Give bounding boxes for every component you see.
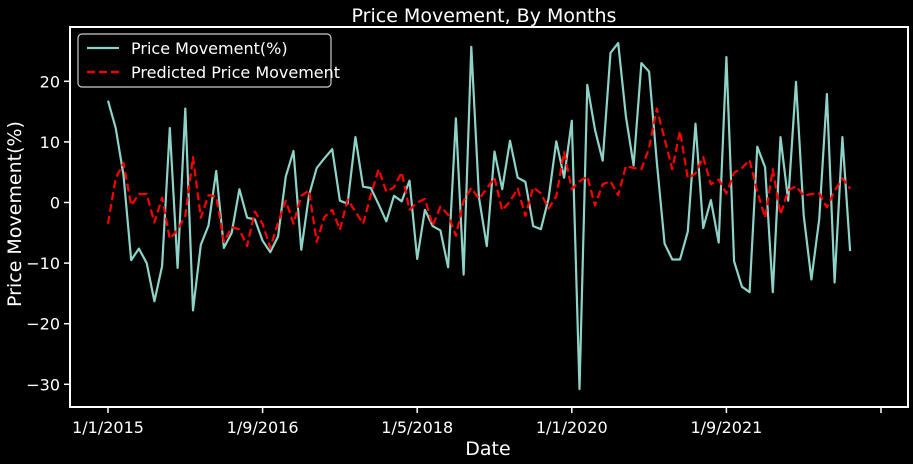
x-tick-label: 1/9/2021 xyxy=(690,418,762,437)
legend: Price Movement(%) Predicted Price Moveme… xyxy=(77,33,340,88)
y-tick-label: −10 xyxy=(26,254,60,273)
x-tick-label: 1/1/2015 xyxy=(72,418,144,437)
x-axis-ticks: 1/1/2015 1/9/2016 1/5/2018 1/1/2020 1/9/2021 xyxy=(72,407,882,437)
y-tick-label: −30 xyxy=(26,375,60,394)
chart-title: Price Movement, By Months xyxy=(352,5,617,27)
x-tick-label: 1/1/2020 xyxy=(536,418,608,437)
y-tick-label: 0 xyxy=(50,194,60,213)
series-layer xyxy=(106,42,852,391)
legend-label-price-movement: Price Movement(%) xyxy=(131,39,288,58)
x-axis-label: Date xyxy=(465,438,510,460)
y-tick-label: −20 xyxy=(26,315,60,334)
y-tick-label: 20 xyxy=(40,72,60,91)
series-line-price-movement xyxy=(106,42,852,391)
plot-frame xyxy=(69,26,909,408)
legend-box xyxy=(77,33,332,88)
series-line-predicted xyxy=(106,107,851,249)
legend-label-predicted: Predicted Price Movement xyxy=(131,63,340,82)
y-axis-ticks: −30 −20 −10 0 10 20 xyxy=(26,72,70,394)
x-tick-label: 1/5/2018 xyxy=(381,418,453,437)
y-axis-label: Price Movement(%) xyxy=(4,121,26,307)
x-tick-label: 1/9/2016 xyxy=(227,418,299,437)
y-tick-label: 10 xyxy=(40,133,60,152)
